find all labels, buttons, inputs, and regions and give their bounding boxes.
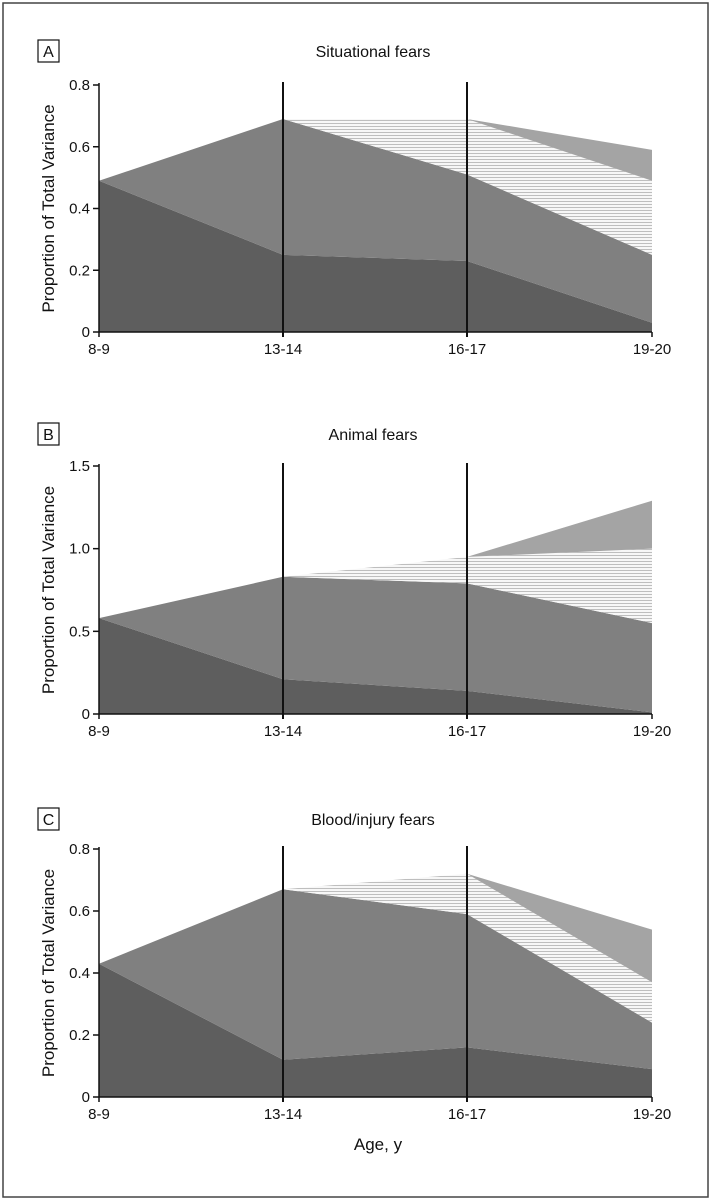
chart-panel-b: 0 0.5 1.0 1.5 8-9 13-14 16-17 19-20 Proportion o…	[37, 422, 671, 740]
y-tick-label: 0.4	[69, 201, 90, 218]
area-layer-hatched	[283, 118, 652, 255]
chart-panel-a: 0 0.2 0.4 0.6 0.8 8-9 13-14 16-17 19-20 Proportio…	[37, 39, 671, 358]
panel-letter-box	[37, 39, 60, 63]
panels: 0 0.2 0.4 0.6 0.8 8-9 13-14 16-17 19-20 Proportio…	[37, 39, 671, 1123]
panel-title: Blood/injury fears	[311, 812, 435, 829]
y-tick-label: 1.0	[69, 541, 90, 558]
y-tick-label: 0.4	[69, 965, 90, 982]
y-tick-label: 0.5	[69, 623, 90, 640]
panel-letter: B	[43, 427, 54, 444]
y-tick-label: 0	[82, 1089, 90, 1106]
x-tick-label: 8-9	[88, 1106, 110, 1123]
x-tick-label: 13-14	[264, 1106, 302, 1123]
area-layer-dark	[99, 963, 652, 1097]
area-layer-mid	[99, 889, 652, 1070]
y-tick-label: 1.5	[69, 458, 90, 475]
x-tick-label: 13-14	[264, 341, 302, 358]
x-tick-label: 8-9	[88, 723, 110, 740]
x-tick-label: 16-17	[448, 341, 486, 358]
panel-title: Animal fears	[329, 427, 418, 444]
panel-letter-box	[37, 807, 60, 831]
y-axis-label: Proportion of Total Variance	[39, 104, 58, 312]
area-layer-hatched	[283, 548, 652, 624]
area-layer-mid	[99, 118, 652, 323]
y-axis-label: Proportion of Total Variance	[39, 869, 58, 1077]
y-axis-label: Proportion of Total Variance	[39, 486, 58, 694]
y-tick-label: 0.2	[69, 262, 90, 279]
x-tick-label: 8-9	[88, 341, 110, 358]
x-tick-label: 19-20	[633, 341, 671, 358]
x-tick-label: 16-17	[448, 723, 486, 740]
area-layer-mid	[99, 576, 652, 713]
y-tick-label: 0	[82, 324, 90, 341]
x-tick-label: 16-17	[448, 1106, 486, 1123]
x-tick-label: 19-20	[633, 723, 671, 740]
panel-letter: A	[43, 44, 54, 61]
area-layer-dark	[99, 618, 652, 714]
y-tick-label: 0.6	[69, 903, 90, 920]
y-tick-label: 0.2	[69, 1027, 90, 1044]
x-tick-label: 13-14	[264, 723, 302, 740]
area-layer-light	[467, 118, 652, 181]
chart-panel-c: 0 0.2 0.4 0.6 0.8 8-9 13-14 16-17 19-20 Proportio…	[37, 807, 671, 1123]
y-tick-label: 0	[82, 706, 90, 723]
y-tick-label: 0.8	[69, 841, 90, 858]
x-axis-label: Age, y	[354, 1135, 403, 1154]
panel-letter: C	[43, 812, 55, 829]
panel-title: Situational fears	[316, 44, 431, 61]
area-layer-light	[467, 500, 652, 557]
panel-letter-box	[37, 422, 60, 446]
y-tick-label: 0.8	[69, 77, 90, 94]
area-layer-dark	[99, 180, 652, 332]
x-tick-label: 19-20	[633, 1106, 671, 1123]
area-layer-light	[467, 873, 652, 983]
y-tick-label: 0.6	[69, 139, 90, 156]
